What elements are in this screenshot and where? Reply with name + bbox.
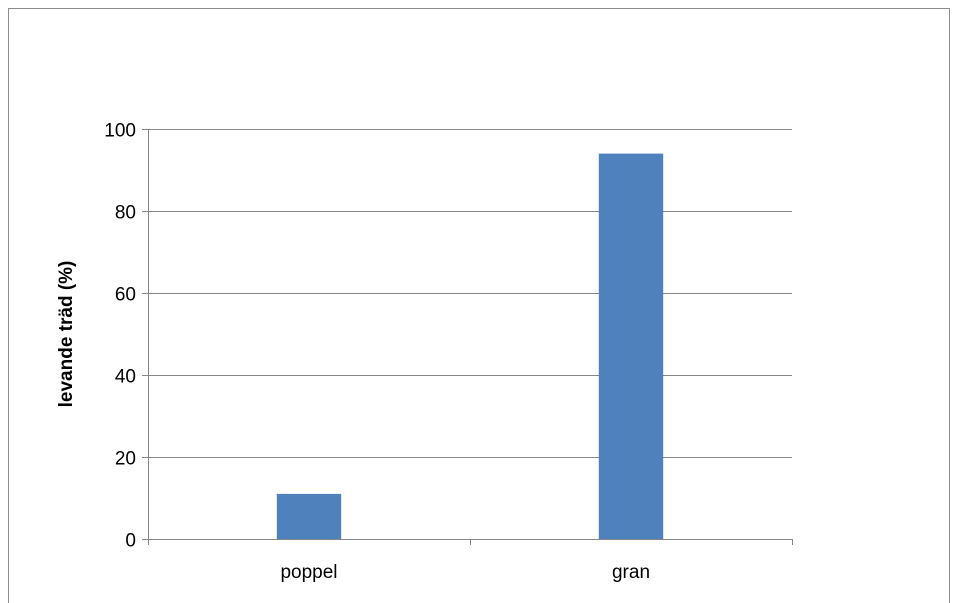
y-tick-label: 20 xyxy=(115,449,136,470)
y-tick-label: 40 xyxy=(115,367,136,388)
bars xyxy=(276,153,664,539)
x-tick-label: poppel xyxy=(280,562,337,583)
y-axis-label: levande träd (%) xyxy=(56,261,77,408)
bar xyxy=(276,493,342,539)
gridlines xyxy=(148,129,792,458)
x-tick-labels: poppel gran xyxy=(280,562,650,583)
y-tick-label: 60 xyxy=(115,285,136,306)
y-tick-label: 100 xyxy=(104,121,136,142)
chart-area xyxy=(8,8,950,603)
y-tick-label: 0 xyxy=(125,531,136,552)
axes xyxy=(142,129,793,545)
y-tick-label: 80 xyxy=(115,203,136,224)
x-tick-label: gran xyxy=(612,562,650,583)
y-tick-labels: 0 20 40 60 80 100 xyxy=(104,121,136,552)
bar xyxy=(598,153,664,539)
